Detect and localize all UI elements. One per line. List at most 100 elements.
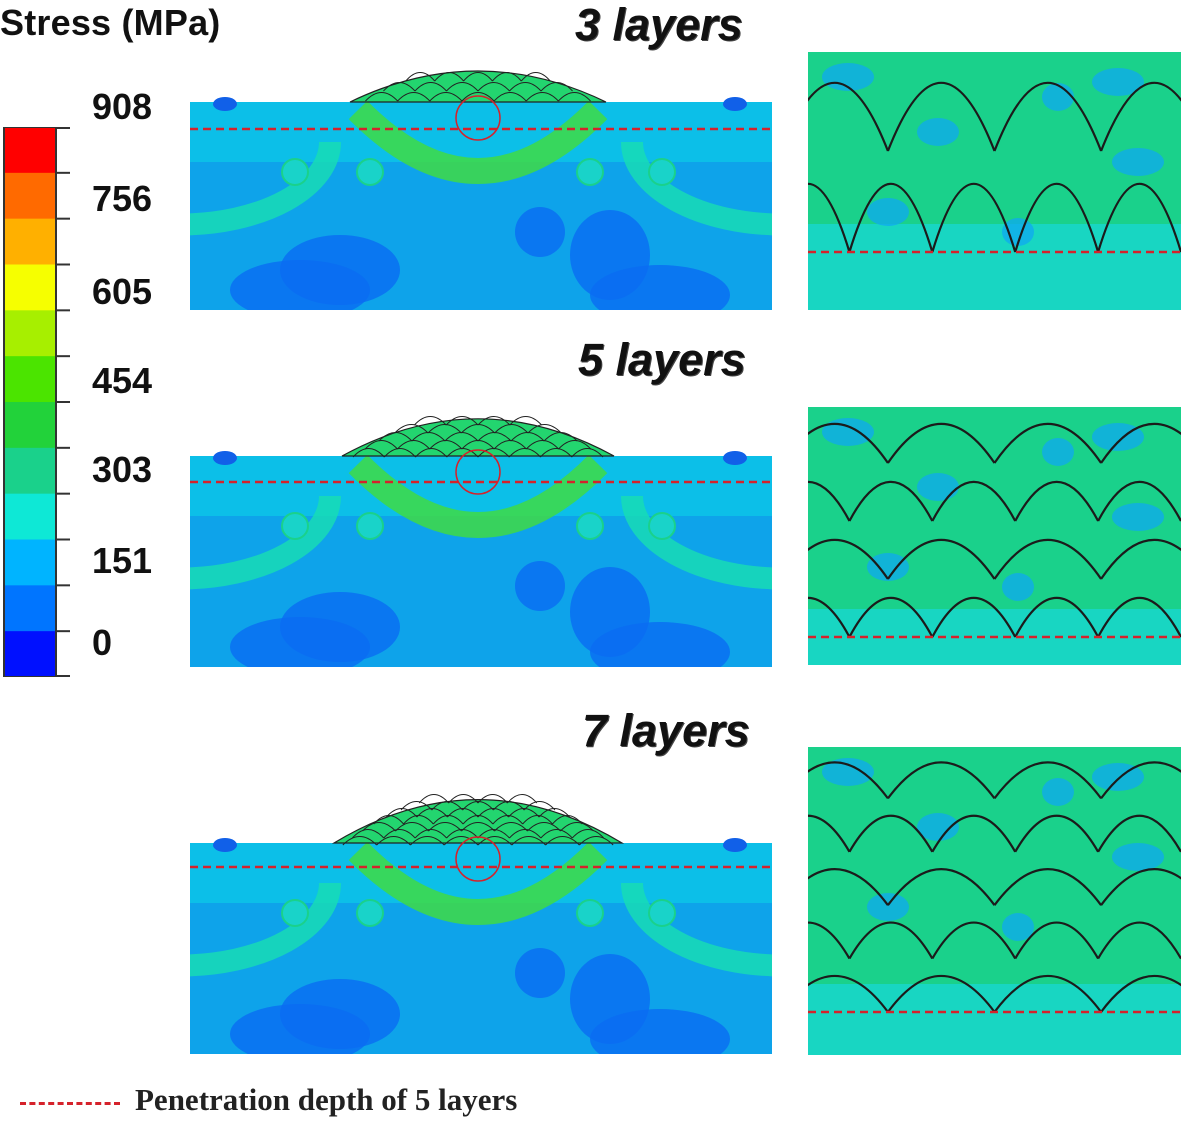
- track-boundary: [808, 868, 889, 906]
- zoom-group: [808, 397, 1181, 665]
- track-boundary: [523, 801, 556, 811]
- track-boundary: [808, 814, 851, 853]
- haz-stress-arc: [348, 100, 608, 184]
- track-boundary: [477, 829, 510, 839]
- haz-stress-arc: [348, 841, 608, 925]
- track-boundary: [1100, 81, 1181, 152]
- surface-bump: [213, 451, 237, 465]
- inclusion-dot: [356, 512, 384, 540]
- low-stress-patch: [822, 63, 874, 91]
- title-5-layers: 5 layers: [578, 334, 746, 385]
- track-boundary: [1100, 422, 1181, 464]
- footnote-text: Penetration depth of 5 layers: [135, 1082, 518, 1117]
- surface-bump: [213, 97, 237, 111]
- track-boundary: [808, 183, 851, 253]
- track-boundary: [993, 538, 1102, 580]
- track-boundary: [848, 480, 934, 522]
- title-7-layers: 7 layers: [582, 705, 750, 756]
- track-boundary: [552, 815, 583, 825]
- track-boundary: [492, 72, 522, 82]
- track-boundary: [507, 794, 538, 804]
- scale-band: [4, 447, 56, 495]
- track-boundary: [386, 808, 418, 818]
- track-boundary: [446, 829, 479, 839]
- track-boundary: [993, 422, 1102, 464]
- track-boundary: [445, 416, 479, 426]
- track-boundary: [1014, 480, 1100, 522]
- track-boundary: [415, 448, 448, 458]
- zoom-view-3-layers: [808, 42, 1181, 310]
- title-3-layers: 3 layers: [575, 0, 743, 50]
- track-boundary: [848, 921, 934, 960]
- track-boundary: [462, 801, 494, 811]
- side-stress-arc: [621, 495, 772, 590]
- track-boundary: [808, 422, 889, 464]
- inclusion-dot: [648, 158, 676, 186]
- surface-bump: [723, 97, 747, 111]
- inclusion-dot: [281, 512, 309, 540]
- reference-circle: [455, 836, 501, 882]
- track-boundary: [848, 183, 934, 253]
- track-boundary: [1100, 975, 1181, 1013]
- substrate-band: [808, 984, 1181, 1055]
- track-boundary: [511, 836, 546, 846]
- scale-band: [4, 172, 56, 220]
- track-boundary: [540, 829, 573, 839]
- scale-label-454: 454: [92, 360, 153, 401]
- track-boundary: [808, 596, 851, 638]
- track-boundary: [462, 815, 494, 825]
- track-boundary: [342, 836, 377, 846]
- track-boundary: [448, 794, 479, 804]
- track-boundary: [494, 822, 528, 832]
- track-boundary: [362, 822, 396, 832]
- track-boundary: [993, 761, 1102, 800]
- scale-band: [4, 493, 56, 540]
- low-stress-patch: [1092, 68, 1144, 96]
- inclusion-dot: [576, 512, 604, 540]
- low-stress-zone: [515, 207, 565, 257]
- inclusion-dot: [576, 899, 604, 927]
- track-boundary: [477, 808, 509, 818]
- melt-pool-dome: [331, 799, 625, 844]
- track-boundary: [887, 422, 996, 464]
- track-boundary: [1014, 814, 1100, 853]
- track-boundary: [579, 836, 614, 846]
- upper-stress-band: [190, 843, 772, 903]
- track-boundary: [400, 801, 433, 811]
- track-boundary: [527, 822, 561, 832]
- low-stress-patch: [917, 813, 959, 841]
- track-boundary: [1014, 921, 1100, 960]
- track-boundary: [931, 921, 1017, 960]
- haz-stress-arc: [348, 454, 608, 538]
- track-boundary: [1100, 761, 1181, 800]
- track-boundary: [428, 822, 462, 832]
- low-stress-patch: [917, 473, 959, 501]
- track-boundary: [993, 868, 1102, 906]
- track-boundary: [414, 829, 447, 839]
- low-stress-patch: [1112, 148, 1164, 176]
- zoom-view-7-layers: [808, 737, 1181, 1055]
- zoom-view-5-layers: [808, 397, 1181, 665]
- scale-label-605: 605: [92, 271, 153, 312]
- zoom-sky: [808, 397, 1181, 407]
- track-boundary: [364, 440, 398, 450]
- low-stress-patch: [867, 198, 909, 226]
- upper-stress-band: [190, 102, 772, 162]
- low-stress-zone: [230, 617, 370, 667]
- track-boundary: [525, 440, 559, 450]
- scale-band: [4, 402, 56, 449]
- scale-label-303: 303: [92, 449, 153, 490]
- stress-contour-7-layers: [190, 788, 772, 1054]
- track-boundary: [558, 92, 591, 102]
- track-boundary: [525, 92, 559, 102]
- side-stress-arc: [190, 141, 341, 236]
- low-stress-patch: [1002, 913, 1034, 941]
- track-boundary: [887, 975, 996, 1013]
- track-boundary: [383, 829, 416, 839]
- track-boundary: [1097, 596, 1181, 638]
- low-stress-patch: [1112, 843, 1164, 871]
- track-boundary: [993, 81, 1103, 152]
- track-boundary: [931, 596, 1017, 638]
- contour-group: [190, 788, 772, 1054]
- side-stress-arc: [621, 882, 772, 977]
